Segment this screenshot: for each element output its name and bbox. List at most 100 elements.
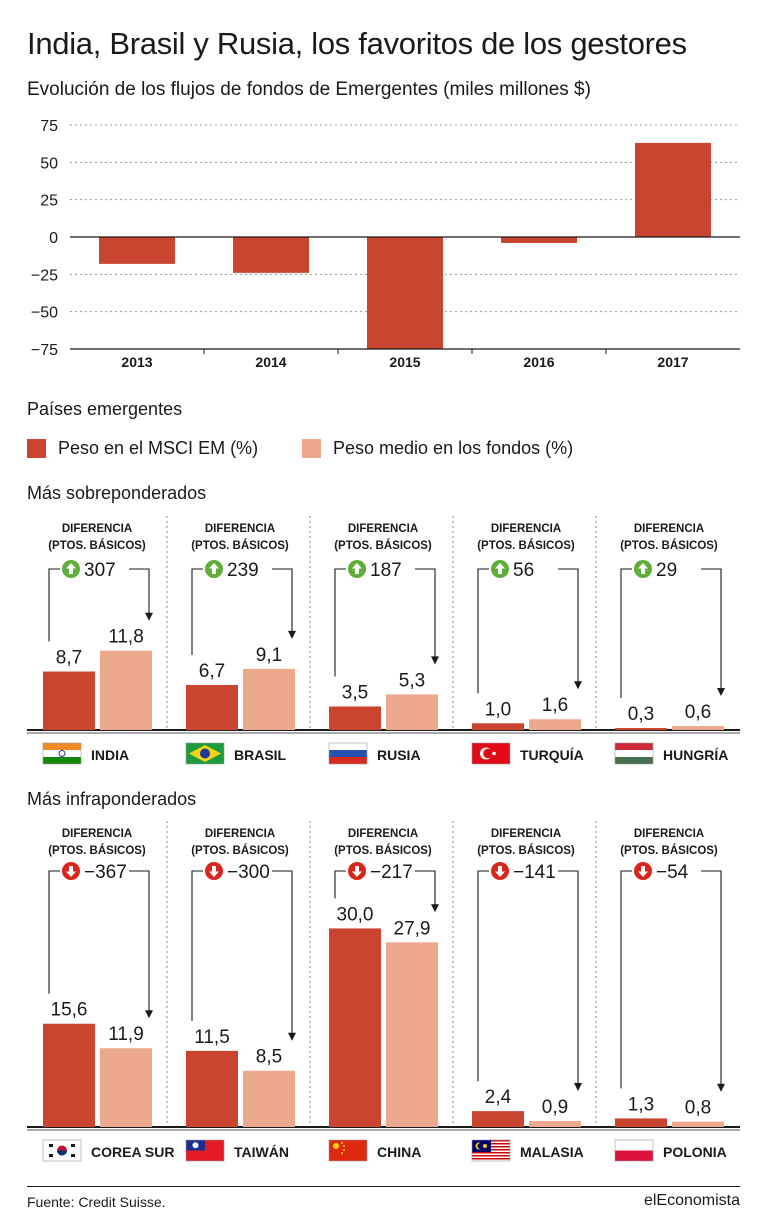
legend-item-funds: Peso medio en los fondos (%) [302,436,573,460]
country-panel-taiwán: DIFERENCIA (PTOS. BÁSICOS) 11,5 8,5 −300 TAIW… [185,828,296,1162]
underweight-panels: DIFERENCIA (PTOS. BÁSICOS) 15,6 11,9 −367 COR… [27,821,740,1162]
bar-msci [186,1050,238,1127]
malaysia-flag [471,1139,511,1162]
bar-2014 [233,237,309,273]
bar-msci [186,684,238,730]
chart-subtitle: Evolución de los flujos de fondos de Eme… [27,79,591,100]
y-tick-label: −75 [31,342,58,359]
legend-swatch-msci [27,438,46,458]
value-label-funds: 9,1 [256,645,282,666]
diff-header: DIFERENCIA [634,828,704,840]
legend-swatch-funds [302,438,321,458]
bar-funds [386,694,438,730]
arrow-glyph [495,563,505,574]
y-tick-label: −25 [31,267,58,284]
country-name: COREA SUR [91,1144,175,1160]
y-tick-label: −50 [31,305,58,322]
country-panel-malasia: DIFERENCIA (PTOS. BÁSICOS) 2,4 0,9 −141 MALAS… [471,828,584,1162]
diff-header: (PTOS. BÁSICOS) [620,844,718,857]
diff-header: DIFERENCIA [62,523,132,535]
footer-rule [27,1186,740,1187]
x-tick-label: 2016 [523,354,554,370]
country-name: TURQUÍA [520,747,584,763]
country-panel-brasil: DIFERENCIA (PTOS. BÁSICOS) 6,7 9,1 239 BRASIL [185,523,296,765]
country-name: RUSIA [377,747,421,763]
brand-logo: elEconomista [643,1192,740,1209]
section-title-underweight: Más infraponderados [27,789,197,809]
value-label-funds: 0,9 [542,1097,568,1118]
bracket-right [701,568,722,689]
value-label-msci: 3,5 [342,682,368,703]
country-panel-india: DIFERENCIA (PTOS. BÁSICOS) 8,7 11,8 307 INDIA [42,523,153,765]
legend-item-msci: Peso en el MSCI EM (%) [27,436,258,460]
diff-value: 187 [370,560,402,581]
arrow-glyph [66,563,76,574]
bracket-right [129,870,150,1012]
diff-header: (PTOS. BÁSICOS) [477,539,575,552]
value-label-funds: 8,5 [256,1047,282,1068]
x-tick-label: 2017 [657,354,688,370]
bracket-left [191,568,203,655]
value-label-funds: 27,9 [394,918,431,939]
arrow-glyph [352,866,362,877]
value-label-msci: 1,3 [628,1094,654,1115]
arrow-head [574,681,582,690]
legend-label-funds: Peso medio en los fondos (%) [333,437,574,458]
arrow-glyph [209,563,219,574]
country-panel-china: DIFERENCIA (PTOS. BÁSICOS) 30,0 27,9 −217 CHI… [328,828,439,1162]
bracket-right [272,568,293,632]
bracket-right [558,870,579,1085]
bracket-left [191,870,203,1021]
legend-title: Países emergentes [27,399,183,419]
brazil-flag [185,742,225,765]
bracket-left [48,870,60,994]
country-name: TAIWÁN [234,1144,289,1160]
bar-funds [672,725,724,730]
hungary-flag [614,742,654,765]
x-tick-label: 2013 [121,354,152,370]
bar-msci [43,1023,95,1127]
bracket-left [477,870,489,1082]
russia-flag [328,742,368,765]
bracket-right [701,870,722,1085]
value-label-funds: 1,6 [542,695,568,716]
bracket-left [334,568,346,677]
bar-funds [243,668,295,730]
bar-msci [43,671,95,730]
country-name: INDIA [91,747,129,763]
bracket-left [334,870,346,899]
diff-header: DIFERENCIA [634,523,704,535]
bar-funds [100,1048,152,1127]
bar-2013 [99,237,175,264]
arrow-head [717,687,725,696]
bar-funds [243,1070,295,1127]
bar-msci [472,1111,524,1127]
section-title-overweight: Más sobreponderados [27,483,207,503]
diff-header: DIFERENCIA [348,828,418,840]
chart-title: India, Brasil y Rusia, los favoritos de … [27,26,687,61]
x-tick-label: 2014 [255,354,286,370]
diff-value: 29 [656,560,677,581]
diff-header: (PTOS. BÁSICOS) [191,844,289,857]
diff-value: −300 [227,862,270,883]
taiwan-flag [185,1139,225,1162]
diff-value: 307 [84,560,116,581]
bar-funds [386,942,438,1127]
bar-msci [472,723,524,730]
value-label-funds: 0,8 [685,1098,711,1119]
y-tick-label: 75 [40,118,58,135]
arrow-head [431,904,439,913]
country-name: CHINA [377,1144,421,1160]
diff-header: (PTOS. BÁSICOS) [48,844,146,857]
value-label-funds: 11,9 [108,1024,144,1045]
south-korea-flag [42,1139,82,1162]
diff-value: −54 [656,862,689,883]
bracket-right [415,870,436,906]
bar-msci [329,706,381,730]
value-label-msci: 15,6 [51,1000,88,1021]
value-label-msci: 6,7 [199,661,225,682]
diff-header: (PTOS. BÁSICOS) [477,844,575,857]
diff-header: DIFERENCIA [205,523,275,535]
country-name: HUNGRÍA [663,747,728,763]
bracket-right [415,568,436,658]
